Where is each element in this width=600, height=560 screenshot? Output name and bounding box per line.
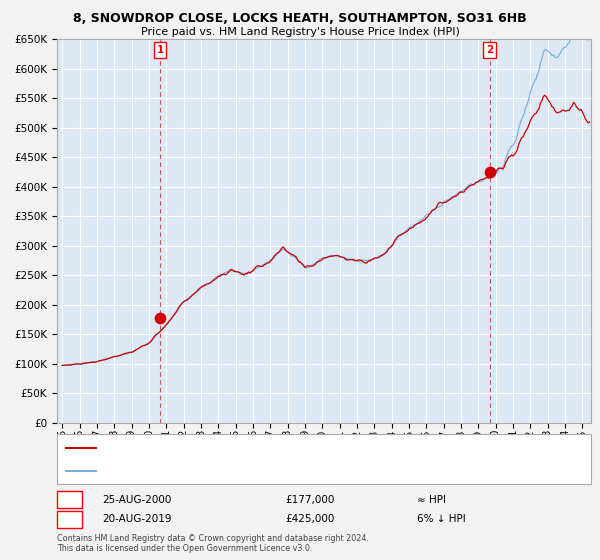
Point	[155, 314, 165, 323]
Text: 8, SNOWDROP CLOSE, LOCKS HEATH, SOUTHAMPTON, SO31 6HB: 8, SNOWDROP CLOSE, LOCKS HEATH, SOUTHAMP…	[73, 12, 527, 25]
Point	[485, 167, 494, 176]
Text: Price paid vs. HM Land Registry's House Price Index (HPI): Price paid vs. HM Land Registry's House …	[140, 27, 460, 37]
Text: 8, SNOWDROP CLOSE, LOCKS HEATH, SOUTHAMPTON, SO31 6HB (detached house): 8, SNOWDROP CLOSE, LOCKS HEATH, SOUTHAMP…	[102, 443, 462, 452]
Text: HPI: Average price, detached house, Fareham: HPI: Average price, detached house, Fare…	[102, 466, 299, 475]
Text: 1: 1	[66, 494, 73, 505]
Text: £177,000: £177,000	[285, 494, 334, 505]
Text: 2: 2	[486, 45, 493, 55]
Text: Contains HM Land Registry data © Crown copyright and database right 2024.
This d: Contains HM Land Registry data © Crown c…	[57, 534, 369, 553]
Text: £425,000: £425,000	[285, 514, 334, 524]
Text: 25-AUG-2000: 25-AUG-2000	[102, 494, 172, 505]
Text: 20-AUG-2019: 20-AUG-2019	[102, 514, 172, 524]
Text: 6% ↓ HPI: 6% ↓ HPI	[417, 514, 466, 524]
Text: 1: 1	[157, 45, 164, 55]
Text: ≈ HPI: ≈ HPI	[417, 494, 446, 505]
Text: 2: 2	[66, 514, 73, 524]
